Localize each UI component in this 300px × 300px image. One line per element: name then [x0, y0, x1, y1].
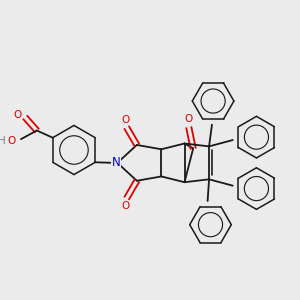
Text: O: O	[185, 114, 193, 124]
Text: O: O	[8, 136, 16, 146]
Text: H: H	[0, 136, 6, 146]
Text: N: N	[112, 156, 120, 170]
Text: O: O	[121, 201, 129, 211]
Text: O: O	[8, 136, 16, 146]
Text: O: O	[121, 115, 129, 124]
Text: O: O	[13, 110, 21, 120]
Text: O: O	[121, 115, 129, 124]
Text: O: O	[13, 110, 21, 120]
Text: H: H	[0, 136, 6, 146]
Text: N: N	[112, 156, 120, 170]
Text: O: O	[185, 114, 193, 124]
Text: O: O	[121, 201, 129, 211]
